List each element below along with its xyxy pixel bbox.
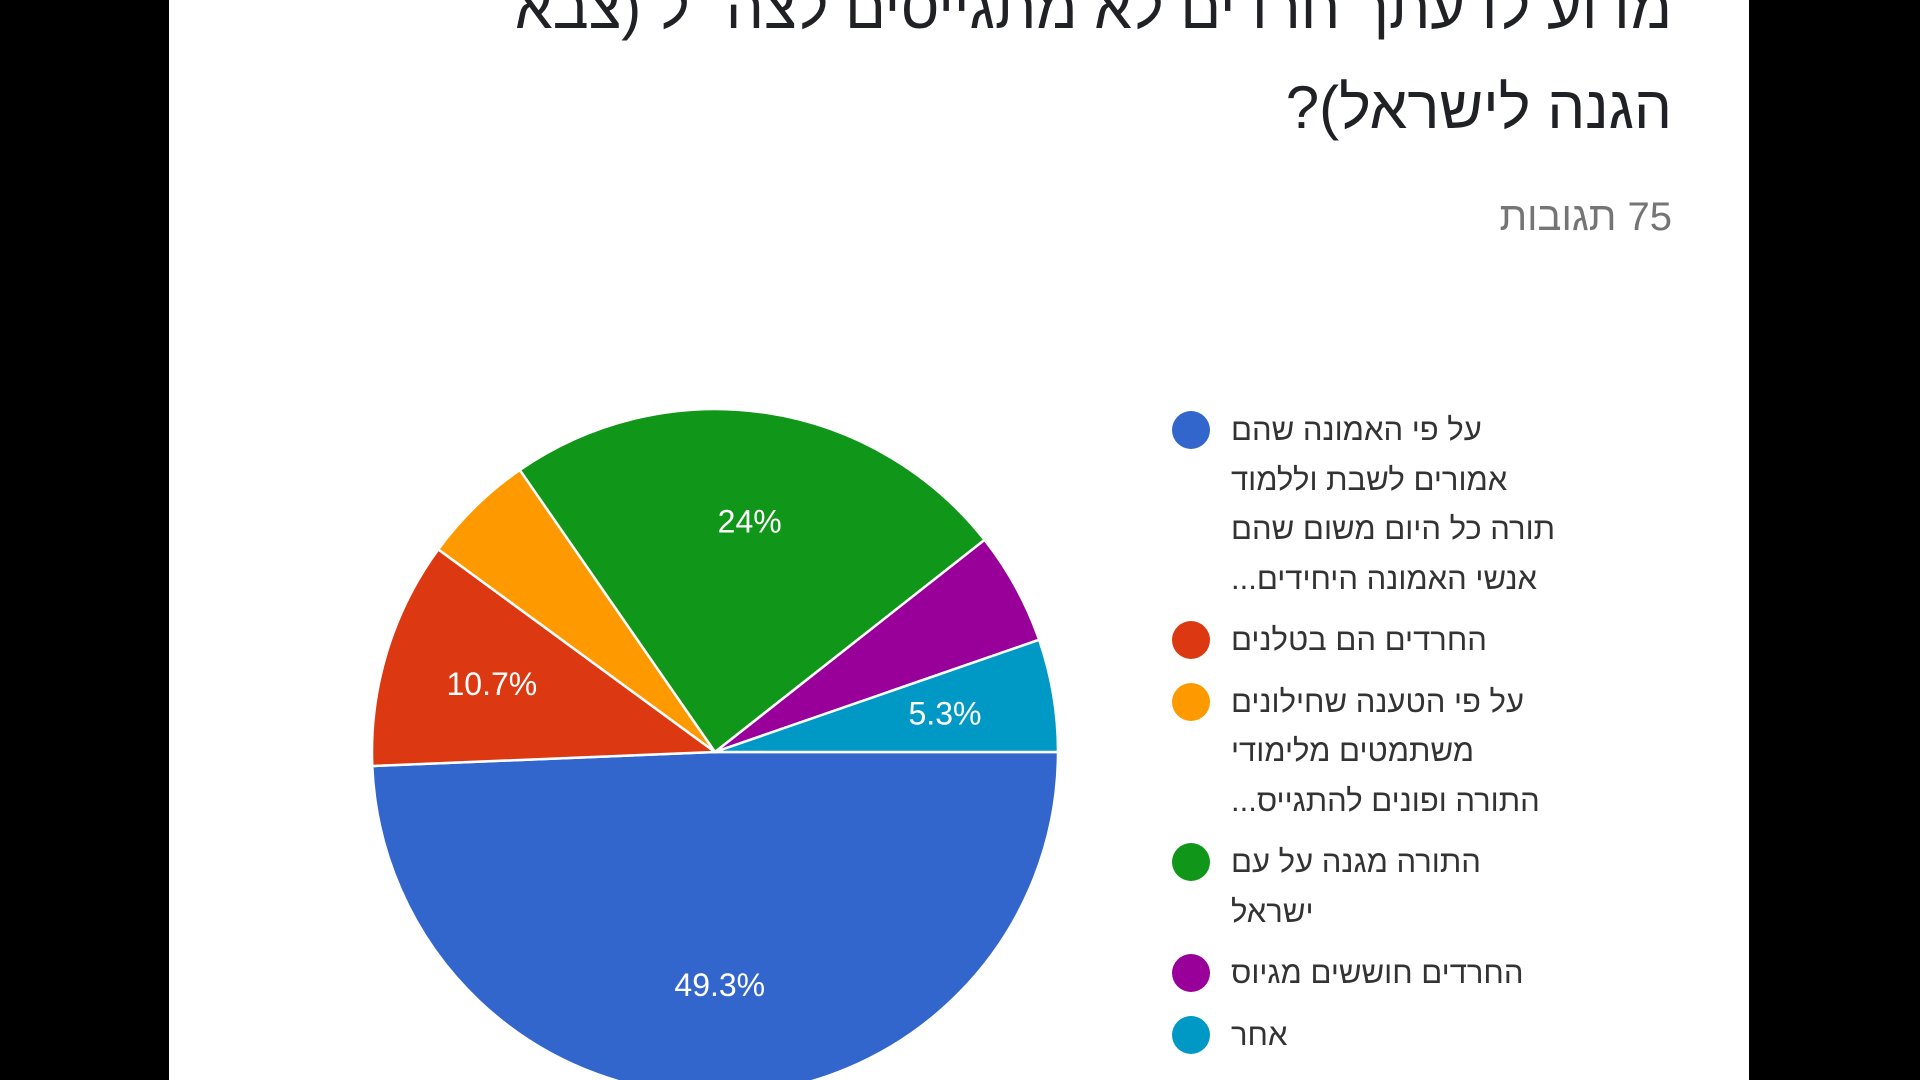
question-title-line-2: הגנה לישראל)? [1285,74,1672,141]
pie-slice-label-5: 5.3% [909,695,982,731]
legend-label-line: החרדים חוששים מגיוס [1231,955,1524,990]
pie-slice-label-0: 49.3% [674,967,765,1003]
question-title-line-1: מדוע לדעתך חרדים לא מתגייסים לצה״ל (צבא [515,0,1672,41]
pie-slice-0[interactable] [370,750,1060,1080]
legend-label-line: על פי הטענה שחילונים [1231,683,1524,719]
legend-label-line: אחר [1231,1016,1288,1052]
chart-panel: מדוע לדעתך חרדים לא מתגייסים לצה״ל (צבא … [169,0,1749,1080]
pie-slice-1[interactable] [370,547,719,768]
legend-label-line: תורה כל היום משום שהם [1231,511,1556,546]
legend-label-line: התורה ופונים להתגייס... [1231,782,1540,818]
legend-label-line: החרדים הם בטלנים [1231,622,1487,657]
legend-dot-icon [1172,954,1210,992]
pie-slice-label-1: 10.7% [447,666,538,702]
legend-label-line: אמורים לשבת וללמוד [1231,461,1508,497]
response-count: 75 תגובות [1499,195,1672,239]
legend-label-line: התורה מגנה על עם [1231,844,1481,879]
legend-label-line: משתמטים מלימודי [1231,733,1475,768]
legend-label-line: על פי האמונה שהם [1231,412,1482,447]
pie-slice-3[interactable] [518,407,987,754]
pie-slice-5[interactable] [714,638,1060,754]
legend-label-line: אנשי האמונה היחידים... [1231,560,1538,596]
legend-label-line: ישראל [1231,893,1314,929]
legend-dot-icon [1172,621,1210,659]
legend-dot-icon [1172,411,1210,449]
pie-slice-label-3: 24% [718,503,782,539]
legend-dot-icon [1172,1015,1210,1054]
legend-dot-icon [1172,843,1210,881]
legend-dot-icon [1172,682,1210,721]
pie-chart: 49.3% 10.7% 24% 5.3% [370,407,1060,1080]
